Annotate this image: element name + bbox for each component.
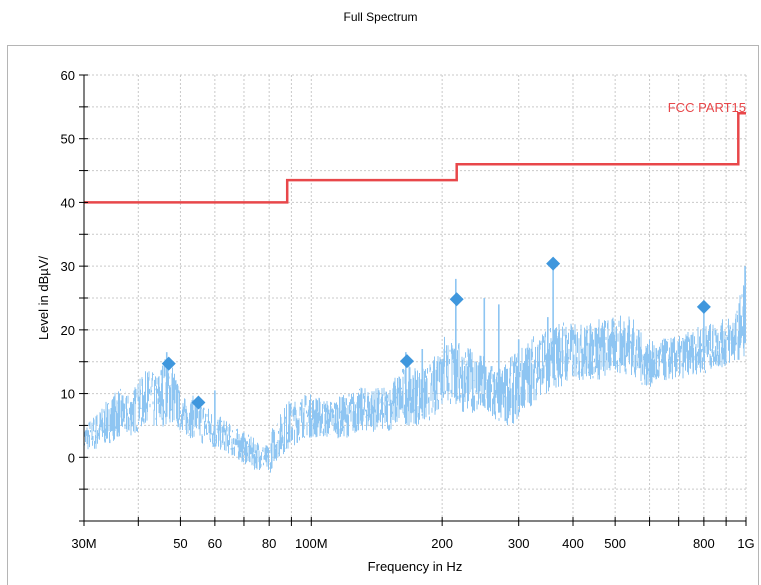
grid xyxy=(83,74,747,522)
peak-marker xyxy=(449,292,464,307)
y-tick-label: 0 xyxy=(68,450,75,465)
peak-marker xyxy=(161,356,176,371)
x-tick-label: 100M xyxy=(295,536,328,551)
peak-marker xyxy=(546,256,561,271)
measurement-trace xyxy=(84,266,746,473)
chart-title: Full Spectrum xyxy=(343,10,418,24)
x-tick-label: 50 xyxy=(173,536,187,551)
x-tick-label: 1G xyxy=(737,536,754,551)
y-tick-label: 10 xyxy=(61,387,75,402)
peak-markers xyxy=(161,256,711,410)
peak-marker xyxy=(696,299,711,314)
x-tick-label: 200 xyxy=(431,536,453,551)
y-tick-label: 40 xyxy=(61,195,75,210)
chart-frame xyxy=(7,45,759,585)
x-tick-label: 30M xyxy=(71,536,96,551)
y-tick-label: 60 xyxy=(61,68,75,83)
x-axis-title: Frequency in Hz xyxy=(368,559,463,574)
limit-line xyxy=(84,111,746,204)
limit-line-label: FCC PART15 xyxy=(668,100,746,115)
peak-marker xyxy=(399,354,414,369)
y-tick-label: 20 xyxy=(61,323,75,338)
x-tick-label: 60 xyxy=(208,536,222,551)
x-tick-label: 800 xyxy=(693,536,715,551)
x-tick-label: 80 xyxy=(262,536,276,551)
peak-marker xyxy=(191,395,206,410)
measurement-envelope xyxy=(84,272,746,473)
y-tick-label: 30 xyxy=(61,259,75,274)
axes: 0 10 20 30 40 50 60 30M 50 60 80 100M 200 300 400 500 80… xyxy=(61,68,755,551)
y-tick-label: 50 xyxy=(61,132,75,147)
x-tick-label: 300 xyxy=(508,536,530,551)
fcc-part15-limit-line xyxy=(84,111,746,204)
x-tick-label: 500 xyxy=(604,536,626,551)
y-axis-title: Level in dBµV/ xyxy=(36,256,51,340)
x-tick-label: 400 xyxy=(562,536,584,551)
